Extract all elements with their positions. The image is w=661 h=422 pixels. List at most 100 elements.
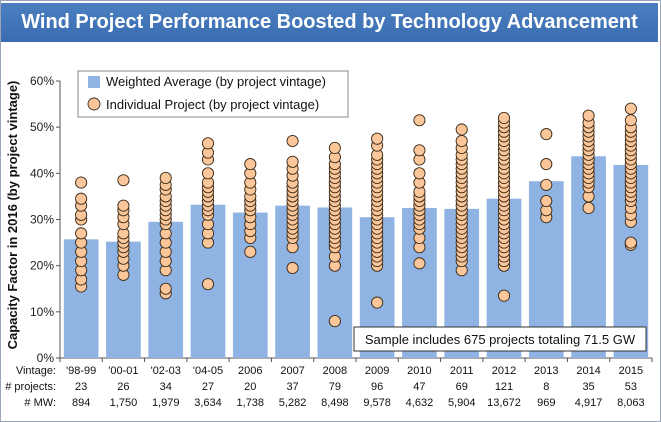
projects-count: 35 bbox=[582, 381, 594, 393]
x-tick-label: 2015 bbox=[619, 365, 643, 377]
x-tick-label: '04-05 bbox=[193, 365, 223, 377]
projects-count: 8 bbox=[543, 381, 549, 393]
project-point-'04-05 bbox=[201, 167, 215, 180]
project-point-2007 bbox=[286, 134, 299, 148]
mw-value: 3,634 bbox=[194, 397, 222, 409]
annotation-frame bbox=[353, 326, 647, 352]
project-point-2009 bbox=[371, 132, 384, 145]
mw-value: 1,738 bbox=[237, 397, 265, 409]
mw-value: 8,063 bbox=[617, 397, 645, 409]
projects-count: 96 bbox=[371, 381, 383, 393]
projects-count: 79 bbox=[329, 381, 341, 393]
mw-value: 1,979 bbox=[152, 397, 180, 409]
x-tick-label: '02-03 bbox=[151, 365, 181, 377]
project-point-2010 bbox=[413, 257, 426, 270]
table-row-label: Vintage: bbox=[16, 365, 56, 377]
projects-count: 47 bbox=[413, 381, 425, 393]
project-point-2007 bbox=[286, 155, 299, 168]
project-point-'04-05 bbox=[201, 137, 215, 150]
mw-value: 9,578 bbox=[363, 397, 391, 409]
projects-count: 37 bbox=[286, 381, 298, 393]
legend-point-swatch bbox=[87, 97, 101, 111]
project-point-'98-99 bbox=[75, 192, 88, 205]
project-point-'02-03 bbox=[159, 171, 172, 184]
project-point-2008 bbox=[328, 141, 341, 154]
legend-point-label: Individual Project (by project vintage) bbox=[106, 97, 319, 112]
legend-bar-swatch bbox=[88, 76, 100, 88]
project-point-2006 bbox=[244, 245, 257, 258]
project-point-2011 bbox=[455, 134, 468, 148]
x-tick-label: 2009 bbox=[365, 365, 389, 377]
project-point-2015 bbox=[624, 102, 637, 115]
x-tick-label: 2007 bbox=[280, 365, 304, 377]
y-axis-title: Capacity Factor in 2016 (by project vint… bbox=[5, 81, 20, 350]
project-point-2010 bbox=[413, 144, 426, 157]
points-group bbox=[75, 102, 637, 328]
x-tick-label: 2008 bbox=[323, 365, 347, 377]
project-point-'02-03 bbox=[159, 282, 172, 295]
project-point-2007 bbox=[286, 261, 299, 275]
y-tick-label: 50% bbox=[30, 120, 54, 134]
projects-count: 121 bbox=[495, 381, 513, 393]
project-point-2011 bbox=[455, 123, 468, 136]
mw-value: 8,498 bbox=[321, 397, 349, 409]
x-tick-label: '00-01 bbox=[108, 365, 138, 377]
annotation-box: Sample includes 675 projects totaling 71… bbox=[353, 326, 647, 352]
projects-count: 27 bbox=[202, 381, 214, 393]
project-point-2015 bbox=[624, 114, 637, 127]
x-tick-label: 2012 bbox=[492, 365, 516, 377]
x-tick-label: 2011 bbox=[450, 365, 474, 377]
legend-box bbox=[77, 70, 349, 118]
table-row-label: # MW: bbox=[24, 397, 56, 409]
projects-count: 20 bbox=[244, 381, 256, 393]
y-tick-label: 0% bbox=[37, 351, 55, 365]
mw-value: 894 bbox=[72, 397, 90, 409]
legend-bar-label: Weighted Average (by project vintage) bbox=[106, 74, 326, 89]
project-point-'00-01 bbox=[117, 199, 130, 212]
project-point-'98-99 bbox=[75, 227, 88, 240]
chart-title: Wind Project Performance Boosted by Tech… bbox=[1, 3, 658, 42]
projects-count: 26 bbox=[117, 381, 129, 393]
project-point-2008 bbox=[328, 315, 341, 328]
project-point-'04-05 bbox=[201, 278, 215, 291]
project-point-'00-01 bbox=[117, 174, 130, 187]
annotation-text: Sample includes 675 projects totaling 71… bbox=[365, 332, 636, 347]
mw-value: 1,750 bbox=[110, 397, 138, 409]
project-point-2012 bbox=[497, 289, 511, 302]
y-tick-label: 10% bbox=[30, 305, 54, 319]
mw-value: 5,904 bbox=[448, 397, 476, 409]
projects-count: 34 bbox=[160, 381, 172, 393]
project-point-2015 bbox=[624, 236, 637, 249]
project-point-2009 bbox=[371, 296, 384, 309]
mw-value: 13,672 bbox=[487, 397, 521, 409]
project-point-2006 bbox=[244, 158, 257, 171]
project-point-2013 bbox=[540, 178, 553, 191]
x-tick-label: 2014 bbox=[576, 365, 600, 377]
project-point-2012 bbox=[497, 111, 511, 124]
y-tick-label: 40% bbox=[30, 166, 54, 180]
mw-value: 4,917 bbox=[575, 397, 603, 409]
data-table: Vintage: # projects: # MW: '98-99 23 894 '00-0… bbox=[5, 365, 644, 409]
project-point-2014 bbox=[582, 201, 595, 215]
project-point-2013 bbox=[540, 194, 553, 208]
mw-value: 969 bbox=[537, 397, 555, 409]
y-tick-label: 60% bbox=[30, 74, 54, 88]
y-tick-label: 30% bbox=[30, 213, 54, 227]
x-tick-label: 2006 bbox=[238, 365, 262, 377]
project-point-'98-99 bbox=[75, 176, 88, 189]
project-point-2010 bbox=[413, 114, 426, 127]
legend: Weighted Average (by project vintage) Ind… bbox=[77, 70, 349, 118]
x-tick-label: '98-99 bbox=[66, 365, 96, 377]
projects-count: 69 bbox=[456, 381, 468, 393]
project-point-2010 bbox=[413, 167, 426, 180]
project-point-2013 bbox=[540, 128, 553, 141]
x-tick-label: 2010 bbox=[407, 365, 431, 377]
project-point-2013 bbox=[540, 158, 553, 171]
projects-count: 23 bbox=[75, 381, 87, 393]
projects-count: 53 bbox=[625, 381, 637, 393]
project-point-2014 bbox=[582, 109, 595, 122]
mw-value: 4,632 bbox=[406, 397, 434, 409]
table-row-label: # projects: bbox=[5, 381, 56, 393]
y-tick-label: 20% bbox=[30, 259, 54, 273]
